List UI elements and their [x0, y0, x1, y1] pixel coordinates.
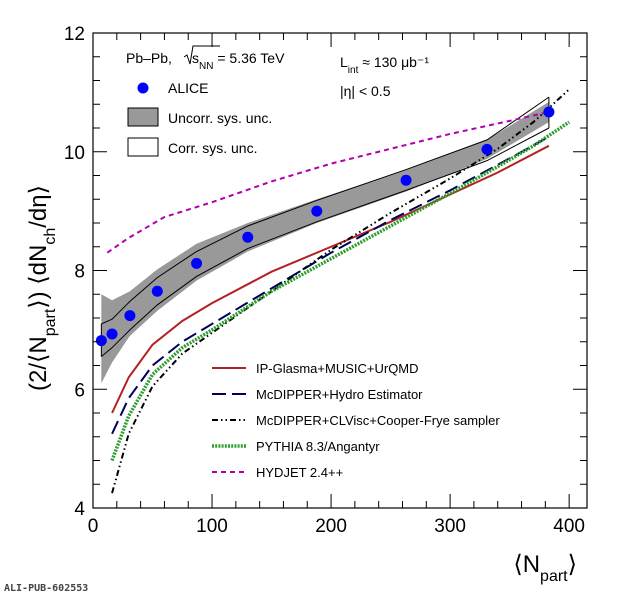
alice-point	[311, 205, 323, 217]
x-axis-title: ⟨Npart⟩	[513, 551, 577, 585]
legend-top: ALICE Uncorr. sys. unc. Corr. sys. unc.	[127, 80, 272, 157]
series-line-3	[110, 120, 571, 462]
uncertainty-bands	[100, 96, 550, 384]
y-tick-label: 12	[64, 24, 85, 45]
alice-point	[151, 285, 163, 297]
series-line-4	[106, 110, 550, 254]
corr-band-upper	[101, 96, 550, 325]
legend-uncorr-label: Uncorr. sys. unc.	[168, 110, 272, 126]
model-curves	[106, 88, 571, 494]
legend-model-label: IP-Glasma+MUSIC+UrQMD	[256, 361, 419, 376]
series-line-2	[111, 88, 570, 494]
x-tick-label: 400	[553, 516, 585, 537]
publication-id: ALI-PUB-602553	[4, 583, 89, 594]
alice-point	[242, 231, 254, 243]
x-tick-label: 300	[434, 516, 466, 537]
x-tick-label: 100	[196, 516, 228, 537]
svg-text:sNN = 5.36 TeV: sNN = 5.36 TeV	[192, 50, 285, 72]
legend-model-label: HYDJET 2.4++	[256, 465, 343, 480]
alice-point	[400, 174, 412, 186]
legend-model-label: PYTHIA 8.3/Angantyr	[256, 439, 380, 454]
y-tick-label: 4	[74, 499, 85, 520]
series-line-0	[111, 144, 550, 414]
y-axis-title: (2/⟨Npart⟩) ⟨dNch/dη⟩	[25, 185, 59, 391]
alice-point	[481, 143, 493, 155]
axis-ticks: 0 100 200 300 400 4 6 8 10 12	[64, 24, 587, 537]
corr-band-lower	[101, 127, 550, 357]
energy-label: sNN = 5.36 TeV	[183, 45, 285, 72]
eta-label: |η| < 0.5	[340, 83, 391, 99]
legend-models: IP-Glasma+MUSIC+UrQMD McDIPPER+Hydro Esti…	[212, 361, 500, 480]
legend-corr-label: Corr. sys. unc.	[168, 140, 257, 156]
system-label: Pb–Pb,	[126, 50, 172, 66]
x-tick-label: 0	[88, 516, 99, 537]
legend-model-label: McDIPPER+Hydro Estimator	[256, 387, 423, 402]
alice-data-points	[95, 106, 555, 347]
legend-alice-label: ALICE	[168, 80, 208, 96]
legend-alice-marker	[137, 82, 149, 94]
alice-point	[124, 310, 136, 322]
y-tick-label: 8	[74, 262, 85, 283]
legend-uncorr-swatch	[127, 107, 159, 127]
alice-point	[95, 335, 107, 347]
lumi-label: Lint ≈ 130 μb⁻¹	[340, 54, 429, 76]
x-tick-label: 200	[315, 516, 347, 537]
alice-point	[106, 328, 118, 340]
legend-corr-swatch	[127, 137, 159, 157]
alice-point	[543, 106, 555, 118]
y-tick-label: 6	[74, 380, 85, 401]
legend-model-label: McDIPPER+CLVisc+Cooper-Frye sampler	[256, 413, 500, 428]
alice-point	[191, 257, 203, 269]
series-line-1	[111, 136, 550, 435]
y-tick-label: 10	[64, 143, 85, 164]
uncorr-band	[101, 101, 549, 384]
